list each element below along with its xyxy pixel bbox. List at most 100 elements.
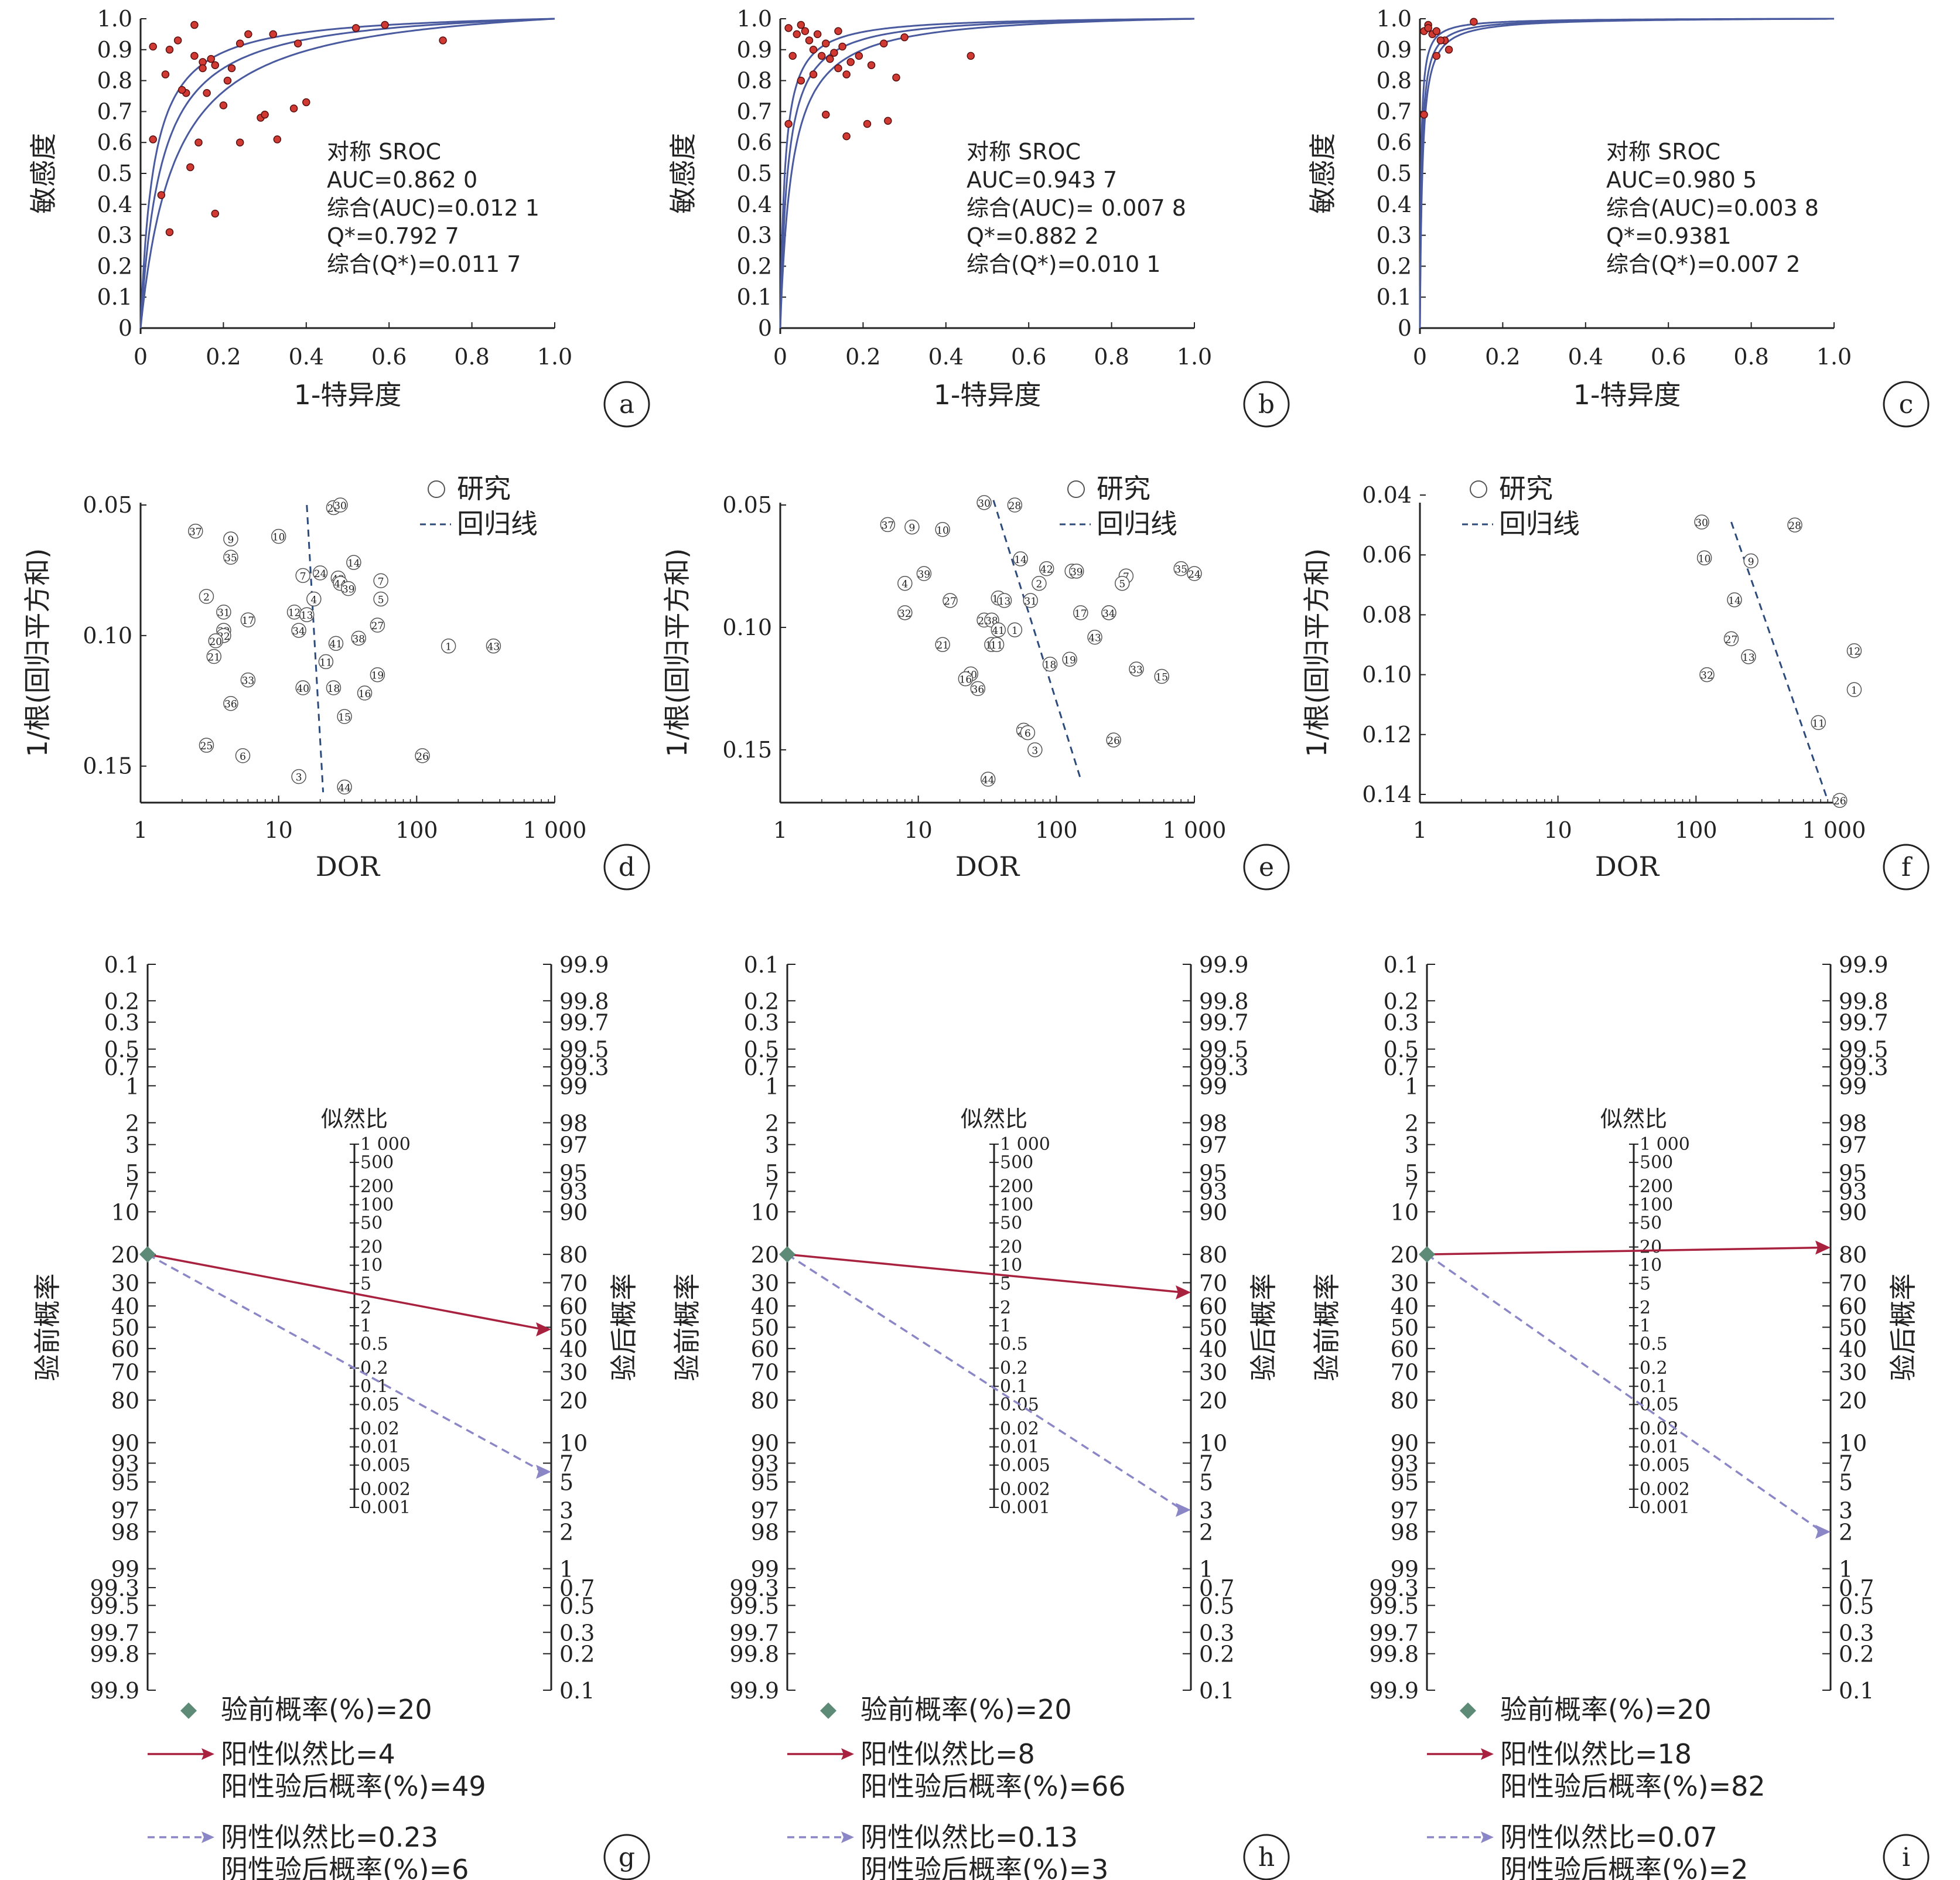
study-marker: [373, 573, 388, 589]
lr-tick-label: 0.5: [360, 1334, 388, 1354]
pre-tick-label: 0.3: [104, 1010, 139, 1036]
y-tick-label: 0.6: [1377, 129, 1412, 155]
panel-label: e: [1259, 852, 1274, 882]
pre-tick-label: 93: [751, 1451, 779, 1477]
study-number: 40: [296, 683, 309, 695]
lr-tick-label: 10: [1000, 1255, 1022, 1276]
study-marker: [415, 748, 430, 763]
post-tick-label: 3: [1839, 1497, 1853, 1523]
study-point: [813, 30, 822, 39]
post-tick-label: 0.7: [559, 1575, 595, 1601]
sroc-curve: [779, 18, 1195, 328]
post-tick-label: 93: [1839, 1179, 1867, 1205]
study-number: 9: [1748, 556, 1754, 568]
pre-tick-label: 93: [111, 1451, 139, 1477]
pre-tick-label: 99.9: [90, 1678, 139, 1704]
pre-tick-label: 0.5: [1384, 1037, 1419, 1063]
study-point: [809, 46, 818, 54]
x-tick-label: 1 000: [1163, 817, 1227, 843]
annotation-line: AUC=0.862 0: [327, 167, 477, 193]
study-number: 1: [445, 642, 452, 653]
lr-tick-label: 1 000: [1000, 1134, 1050, 1155]
study-point: [834, 64, 842, 73]
pre-tick-label: 99.5: [729, 1593, 779, 1619]
x-tick-label: 0.8: [1094, 344, 1129, 370]
legend-pre-prob: 验前概率(%)=20: [861, 1694, 1072, 1725]
negative-arrowhead: [536, 1465, 551, 1479]
panel-label-circle: [603, 381, 650, 428]
study-point: [863, 120, 872, 128]
lr-tick-label: 0.001: [360, 1497, 411, 1518]
study-number: 11: [991, 640, 1003, 651]
y-tick-label: 0.5: [737, 161, 772, 186]
pre-tick-label: 0.3: [744, 1010, 779, 1036]
study-point: [884, 117, 892, 125]
study-point: [235, 39, 244, 47]
study-number: 39: [918, 569, 931, 581]
y-tick-label: 0.7: [737, 98, 772, 124]
y-tick-label: 0.05: [722, 492, 772, 518]
pre-tick-label: 5: [1405, 1160, 1419, 1186]
post-tick-label: 0.3: [1839, 1620, 1874, 1646]
lr-tick-label: 20: [1640, 1237, 1662, 1258]
pre-tick-label: 0.1: [744, 952, 779, 978]
post-prob-label: 验后概率: [1248, 1274, 1279, 1381]
y-tick-label: 0.1: [97, 284, 132, 310]
study-point: [203, 88, 211, 97]
y-tick-label: 0.12: [1362, 722, 1412, 748]
study-point: [801, 27, 810, 35]
lr-tick-label: 0.002: [1640, 1479, 1690, 1500]
post-tick-label: 10: [1839, 1431, 1867, 1456]
post-tick-label: 2: [1199, 1520, 1213, 1545]
post-tick-label: 20: [1199, 1388, 1227, 1414]
study-number: 12: [288, 608, 301, 619]
study-marker: [935, 637, 950, 652]
study-marker: [337, 779, 352, 795]
y-axis-label: 敏感度: [28, 133, 59, 214]
post-tick-label: 70: [1839, 1271, 1867, 1296]
lr-tick-label: 0.005: [360, 1455, 411, 1476]
study-number: 43: [1088, 633, 1101, 644]
lr-tick-label: 200: [1640, 1176, 1673, 1197]
post-tick-label: 0.2: [1839, 1642, 1874, 1667]
pre-tick-label: 1: [765, 1073, 779, 1099]
study-marker: [991, 622, 1006, 637]
x-tick-label: 1.0: [537, 344, 572, 370]
study-point: [211, 61, 220, 69]
x-tick-label: 0.2: [1485, 344, 1520, 370]
post-tick-label: 99.8: [1199, 988, 1249, 1014]
study-point: [1424, 24, 1432, 32]
x-axis-label: 1-特异度: [934, 379, 1042, 411]
post-tick-label: 60: [1839, 1294, 1867, 1319]
lr-tick-label: 50: [360, 1213, 383, 1233]
pre-tick-label: 0.5: [104, 1037, 139, 1063]
lr-tick-label: 5: [1000, 1274, 1011, 1294]
y-tick-label: 0.7: [97, 98, 132, 124]
post-tick-label: 99: [1839, 1073, 1867, 1099]
post-tick-label: 70: [1199, 1271, 1227, 1296]
study-point: [302, 98, 310, 107]
y-tick-label: 0.3: [1377, 223, 1412, 248]
post-tick-label: 7: [1839, 1451, 1853, 1477]
lr-tick-label: 0.5: [1640, 1334, 1668, 1354]
study-number: 43: [487, 642, 500, 653]
y-axis-label: 1/根(回归平方和): [1301, 548, 1333, 758]
study-number: 30: [1695, 517, 1708, 529]
study-marker: [1187, 566, 1202, 581]
study-marker: [340, 581, 356, 596]
y-tick-label: 0.7: [1377, 98, 1412, 124]
lr-tick-label: 20: [1000, 1237, 1022, 1258]
negative-lr-line: [1426, 1253, 1824, 1533]
lr-tick-label: 2: [1640, 1298, 1651, 1318]
post-tick-label: 93: [1199, 1179, 1227, 1205]
x-tick-label: 0.2: [206, 344, 241, 370]
lr-tick-label: 0.01: [360, 1437, 399, 1458]
study-marker: [1087, 629, 1102, 645]
post-tick-label: 0.5: [1199, 1593, 1234, 1619]
post-tick-label: 30: [1199, 1359, 1227, 1385]
lr-tick-label: 0.02: [1000, 1419, 1039, 1439]
x-tick-label: 0.8: [1733, 344, 1768, 370]
legend-diamond: [180, 1702, 197, 1719]
study-marker: [328, 636, 344, 651]
study-number: 5: [378, 594, 384, 606]
